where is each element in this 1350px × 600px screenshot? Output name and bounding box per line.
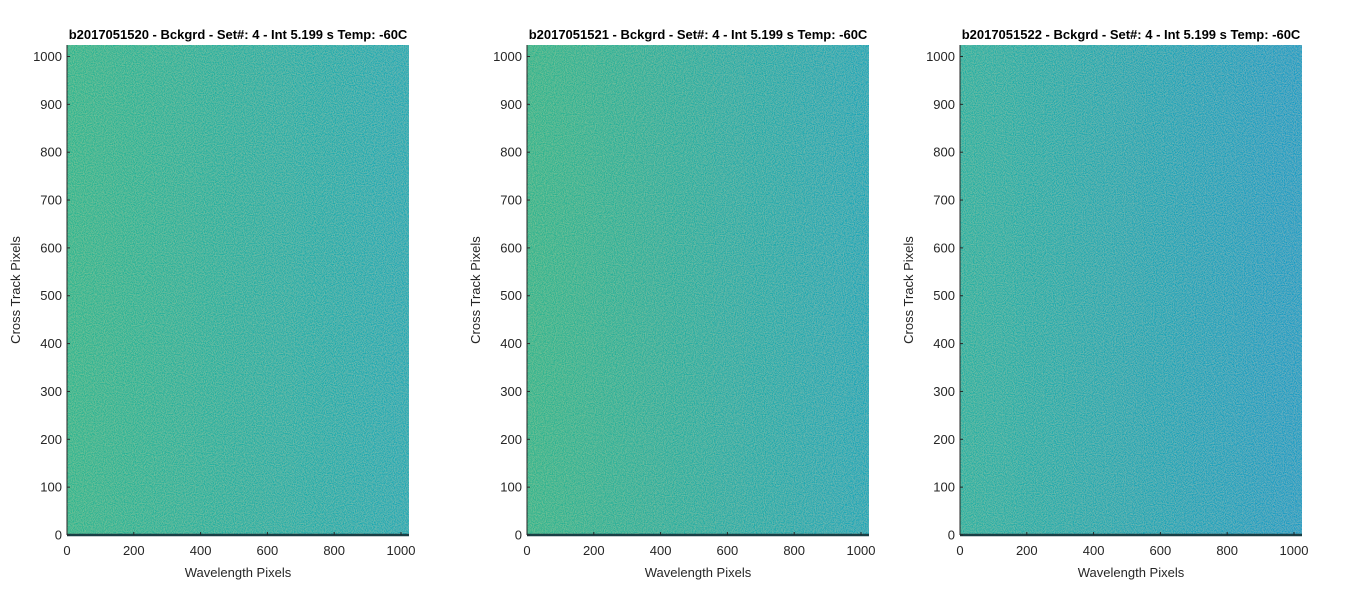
x-tick-label: 1000: [847, 543, 876, 558]
y-tick-label: 500: [500, 288, 522, 303]
y-tick-label: 400: [40, 336, 62, 351]
y-axis-label: Cross Track Pixels: [8, 236, 23, 344]
chart-title: b2017051521 - Bckgrd - Set#: 4 - Int 5.1…: [529, 27, 868, 42]
x-tick-label: 200: [123, 543, 145, 558]
x-axis-label: Wavelength Pixels: [185, 565, 292, 580]
y-tick-label: 900: [933, 97, 955, 112]
x-tick-label: 0: [63, 543, 70, 558]
y-tick-label: 200: [500, 432, 522, 447]
y-tick-label: 1000: [33, 49, 62, 64]
x-axis-label: Wavelength Pixels: [645, 565, 752, 580]
y-tick-label: 800: [500, 145, 522, 160]
x-tick-label: 600: [1150, 543, 1172, 558]
y-tick-label: 600: [500, 240, 522, 255]
y-tick-label: 600: [40, 240, 62, 255]
heatmap-image: [527, 45, 869, 535]
heatmap-image: [67, 45, 409, 535]
y-tick-label: 300: [500, 384, 522, 399]
chart-title: b2017051520 - Bckgrd - Set#: 4 - Int 5.1…: [69, 27, 408, 42]
y-tick-label: 0: [55, 528, 62, 543]
y-tick-label: 200: [933, 432, 955, 447]
x-tick-label: 400: [190, 543, 212, 558]
y-tick-label: 100: [500, 480, 522, 495]
y-tick-label: 300: [933, 384, 955, 399]
chart-title: b2017051522 - Bckgrd - Set#: 4 - Int 5.1…: [962, 27, 1301, 42]
x-tick-label: 1000: [387, 543, 416, 558]
y-tick-label: 800: [40, 145, 62, 160]
x-tick-label: 600: [257, 543, 279, 558]
y-tick-label: 400: [933, 336, 955, 351]
x-tick-label: 200: [1016, 543, 1038, 558]
y-tick-label: 0: [515, 528, 522, 543]
y-tick-label: 500: [40, 288, 62, 303]
x-tick-label: 800: [323, 543, 345, 558]
y-axis-label: Cross Track Pixels: [468, 236, 483, 344]
x-tick-label: 400: [650, 543, 672, 558]
y-axis-label: Cross Track Pixels: [901, 236, 916, 344]
y-tick-label: 700: [40, 193, 62, 208]
y-tick-label: 900: [500, 97, 522, 112]
x-tick-label: 400: [1083, 543, 1105, 558]
y-tick-label: 100: [40, 480, 62, 495]
x-tick-label: 800: [1216, 543, 1238, 558]
y-tick-label: 400: [500, 336, 522, 351]
x-tick-label: 0: [956, 543, 963, 558]
x-tick-label: 200: [583, 543, 605, 558]
y-tick-label: 0: [948, 528, 955, 543]
x-tick-label: 0: [523, 543, 530, 558]
heatmap-image: [960, 45, 1302, 535]
y-tick-label: 900: [40, 97, 62, 112]
y-tick-label: 600: [933, 240, 955, 255]
y-tick-label: 700: [500, 193, 522, 208]
y-tick-label: 1000: [493, 49, 522, 64]
y-tick-label: 300: [40, 384, 62, 399]
y-tick-label: 800: [933, 145, 955, 160]
y-tick-label: 700: [933, 193, 955, 208]
y-tick-label: 100: [933, 480, 955, 495]
x-tick-label: 800: [783, 543, 805, 558]
x-tick-label: 1000: [1280, 543, 1309, 558]
y-tick-label: 1000: [926, 49, 955, 64]
y-tick-label: 500: [933, 288, 955, 303]
x-axis-label: Wavelength Pixels: [1078, 565, 1185, 580]
x-tick-label: 600: [717, 543, 739, 558]
y-tick-label: 200: [40, 432, 62, 447]
